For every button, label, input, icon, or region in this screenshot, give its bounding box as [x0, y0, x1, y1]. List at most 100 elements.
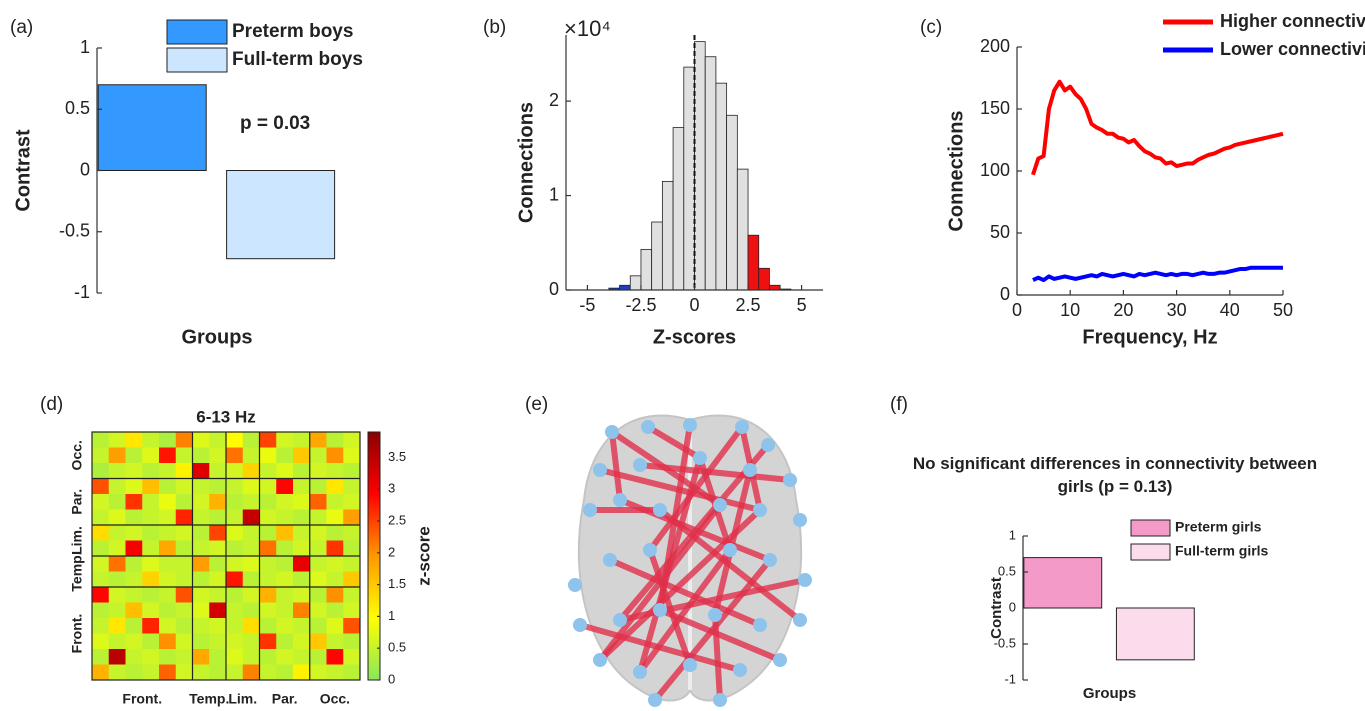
heat-cell	[309, 540, 327, 557]
heat-cell	[92, 432, 110, 448]
line-series	[1031, 79, 1284, 176]
legend-label: Preterm boys	[232, 21, 353, 42]
panel-label: (f)	[890, 394, 908, 415]
heat-cell	[92, 618, 110, 634]
edge	[647, 424, 745, 553]
y-axis-label: Connections	[945, 110, 967, 231]
heat-cell	[209, 649, 227, 665]
heat-cell	[209, 525, 227, 541]
node	[735, 420, 749, 434]
node	[648, 693, 662, 707]
heat-cell	[293, 602, 311, 619]
heat-cell	[159, 463, 177, 479]
heat-cell	[226, 525, 244, 541]
heat-cell	[326, 664, 344, 681]
y-tick-label: -0.5	[59, 221, 90, 241]
heat-cell	[259, 540, 277, 557]
heat-cell	[108, 540, 126, 557]
edge	[657, 607, 783, 663]
heat-cell	[192, 525, 210, 541]
node	[653, 503, 667, 517]
node	[568, 578, 582, 592]
heat-cell	[159, 571, 177, 588]
heat-cell	[142, 447, 160, 464]
heat-cell	[343, 602, 361, 619]
heat-cell	[242, 587, 260, 603]
legend-swatch	[1130, 543, 1171, 561]
heat-cell	[92, 494, 110, 510]
x-region-label: Occ.	[320, 691, 350, 707]
colorbar-tick-label: 3.5	[388, 449, 406, 464]
panel-label: (a)	[10, 17, 33, 38]
heat-cell	[343, 649, 361, 665]
title-box: No significant differences in connectivi…	[913, 454, 1317, 496]
node	[733, 663, 747, 677]
node	[763, 553, 777, 567]
heat-cell	[142, 649, 160, 665]
heat-cell	[175, 494, 193, 510]
heat-cell	[108, 509, 126, 526]
hist-bar	[758, 267, 770, 291]
heat-cell	[209, 432, 227, 448]
heat-cell	[293, 478, 311, 495]
node	[793, 513, 807, 527]
heat-cell	[108, 633, 126, 650]
heat-cell	[293, 509, 311, 526]
colorbar-tick-label: 1	[388, 608, 395, 623]
heat-cell	[192, 587, 210, 603]
node	[593, 463, 607, 477]
heat-cell	[175, 618, 193, 634]
heat-cell	[92, 540, 110, 557]
heat-cell	[175, 463, 193, 479]
heat-cell	[293, 587, 311, 603]
heat-cell	[259, 649, 277, 665]
heat-cell	[92, 447, 110, 464]
heat-cell	[108, 649, 126, 665]
heat-cell	[209, 602, 227, 619]
node	[773, 653, 787, 667]
heat-cell	[175, 447, 193, 464]
heat-cell	[276, 447, 294, 464]
node	[613, 613, 627, 627]
heat-cell	[142, 540, 160, 557]
heat-cell	[226, 602, 244, 619]
heat-cell	[343, 633, 361, 650]
heat-cell	[343, 509, 361, 526]
heat-cell	[92, 463, 110, 479]
heat-cell	[309, 494, 327, 510]
heat-cell	[175, 478, 193, 495]
legend-label: Preterm girls	[1175, 519, 1262, 535]
y-axis-label: Contrast	[988, 577, 1005, 639]
heat-cell	[142, 556, 160, 572]
x-axis-label: Z-scores	[653, 326, 736, 348]
node	[753, 503, 767, 517]
heat-cell	[209, 447, 227, 464]
heat-cell	[343, 571, 361, 588]
y-axis-label: Connections	[515, 102, 537, 223]
heat-cell	[309, 556, 327, 572]
heat-cell	[326, 525, 344, 541]
heat-cell	[142, 571, 160, 588]
heat-cell	[326, 478, 344, 495]
node	[653, 603, 667, 617]
heat-cell	[108, 432, 126, 448]
heat-cell	[175, 556, 193, 572]
heat-cell	[108, 447, 126, 464]
heat-cell	[293, 571, 311, 588]
hist-bar	[672, 127, 685, 291]
heat-cell	[175, 633, 193, 650]
y-tick-label: 0	[1009, 599, 1016, 614]
heat-cell	[326, 432, 344, 448]
heat-cell	[125, 556, 143, 572]
hist-bar	[683, 66, 695, 291]
annotation: p = 0.03	[240, 113, 310, 134]
heat-cell	[309, 618, 327, 634]
hist-bar	[619, 284, 631, 291]
x-tick-label: 10	[1060, 300, 1080, 320]
heat-cell	[242, 447, 260, 464]
heat-cell	[125, 618, 143, 634]
heat-cell	[293, 540, 311, 557]
heat-cell	[326, 556, 344, 572]
heat-cell	[326, 494, 344, 510]
heat-cell	[142, 463, 160, 479]
